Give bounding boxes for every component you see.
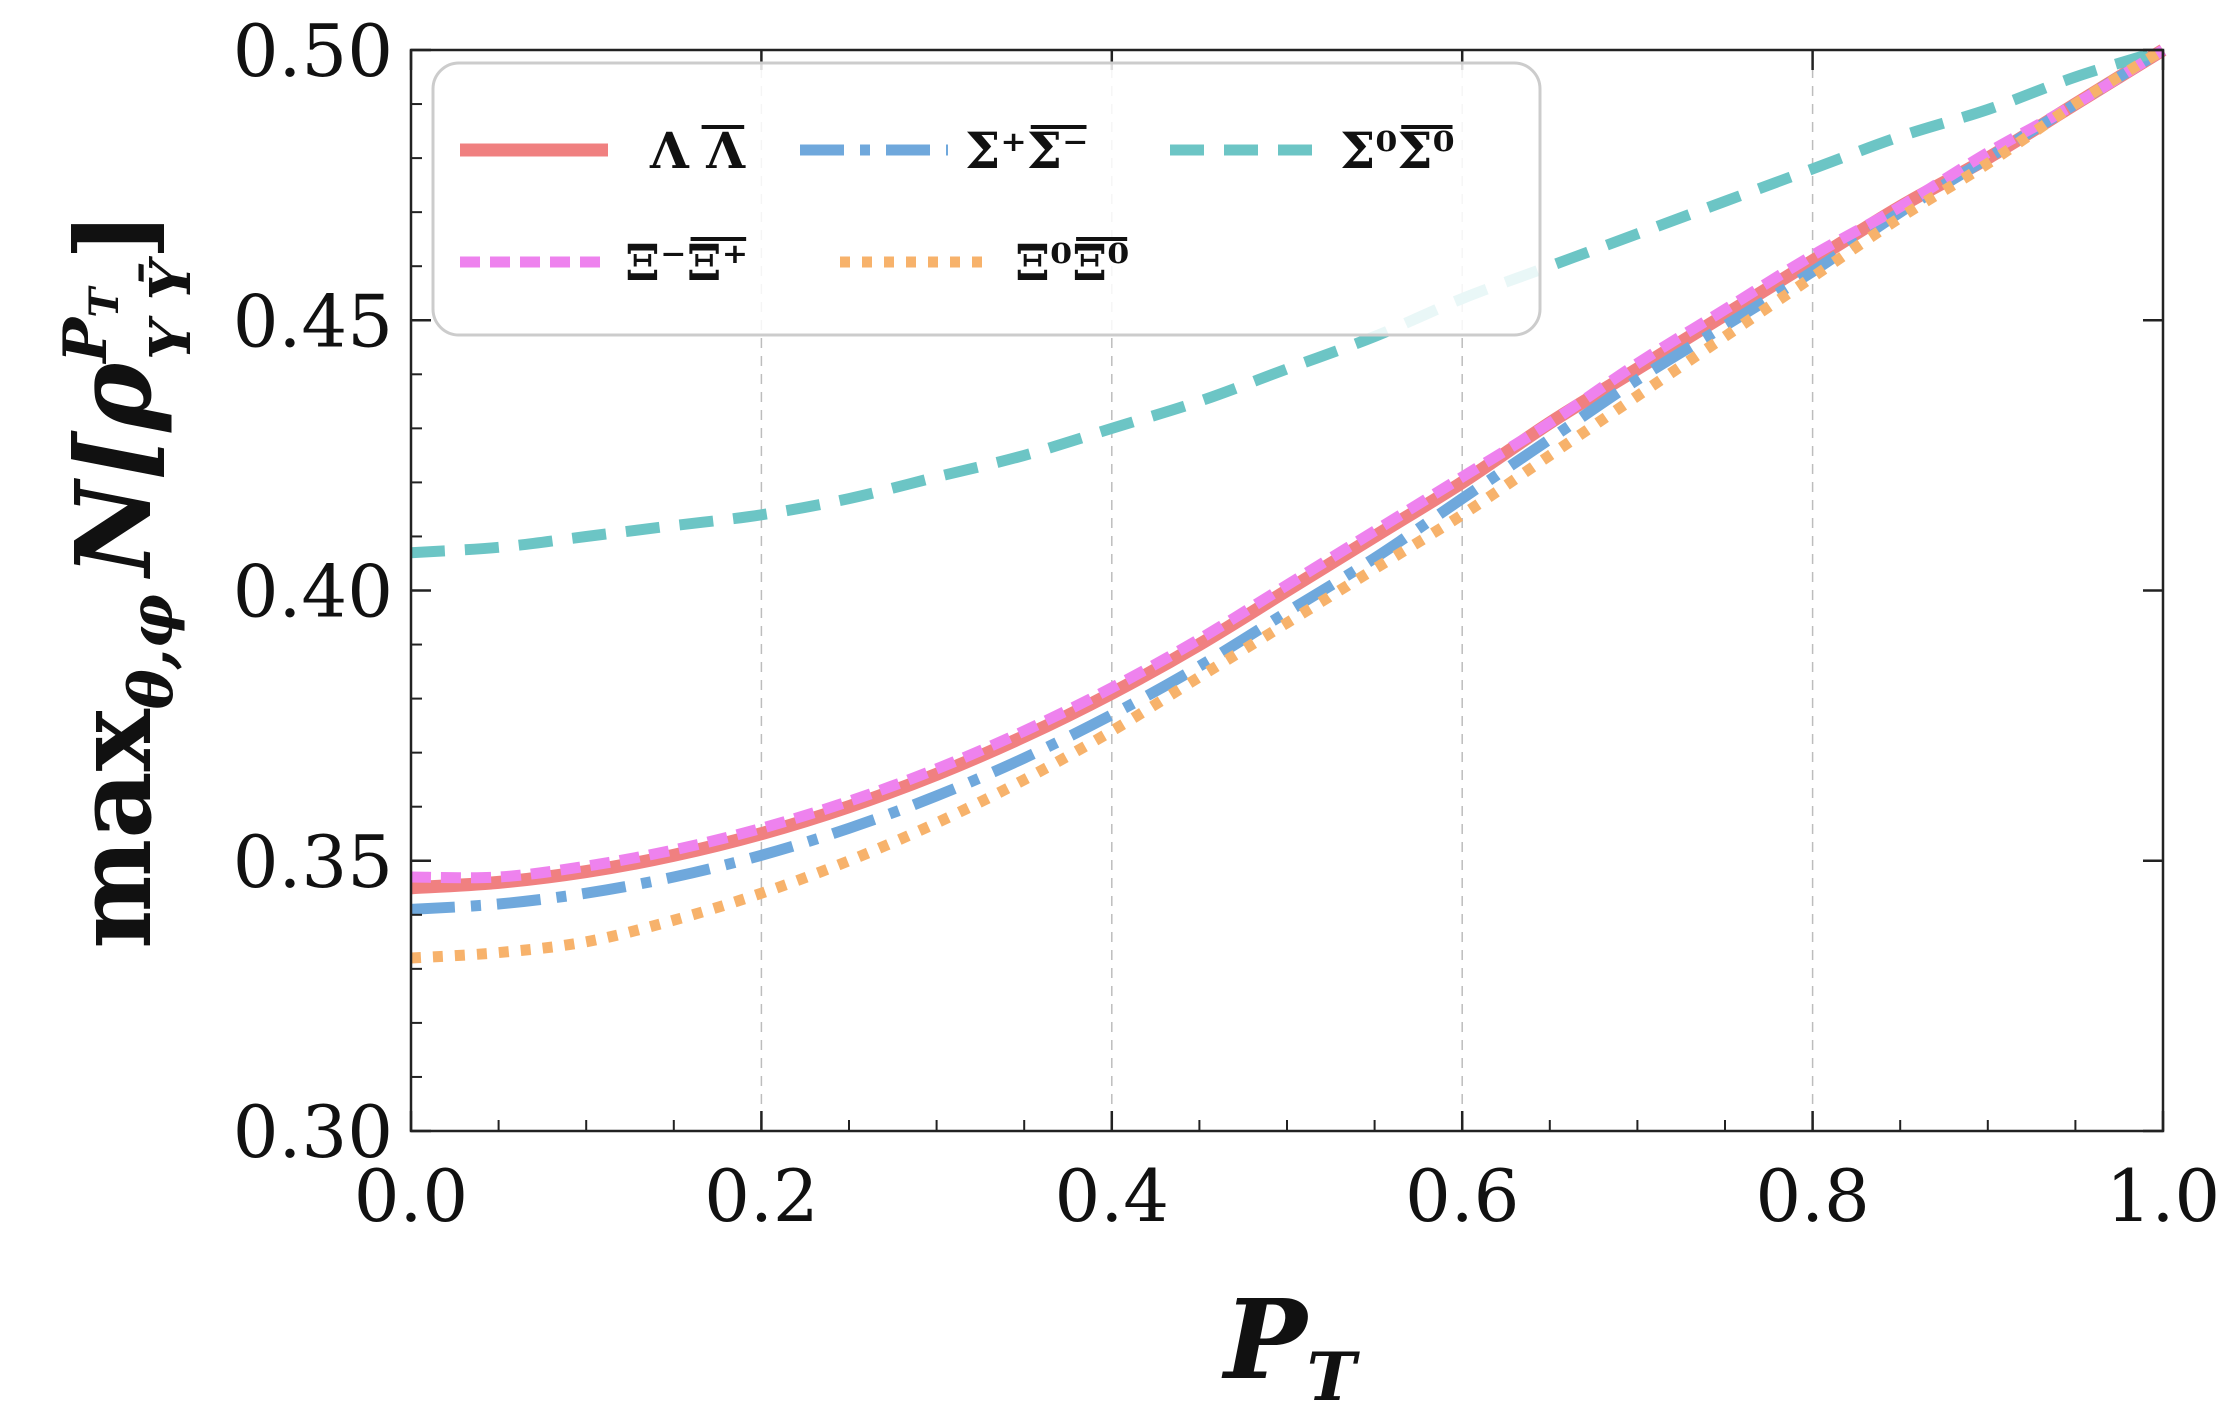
x-tick-label: 0.6 (1405, 1154, 1520, 1238)
y-tick-label: 0.50 (233, 9, 393, 93)
series-line-3 (410, 45, 2166, 884)
x-axis-label-main: P (1221, 1275, 1310, 1404)
y-axis-label-lower: Y Ȳ (138, 255, 204, 359)
series-layer (410, 44, 2167, 964)
x-tick-label: 1.0 (2106, 1154, 2221, 1238)
x-axis-label: PT (1221, 1275, 1361, 1405)
x-tick-label: 0.8 (1755, 1154, 1870, 1238)
legend-label-3: Ξ⁻Ξ⁺ (625, 233, 748, 292)
y-axis-label-supsub: T (81, 285, 128, 318)
y-tick-label: 0.35 (233, 820, 393, 904)
x-axis-label-sub: T (1307, 1338, 1361, 1405)
x-tick-label: 0.0 (354, 1154, 469, 1238)
series-line-4 (410, 45, 2166, 964)
y-axis-label-fn: N[ (52, 430, 175, 579)
series-line-1 (410, 45, 2166, 915)
legend-label-0: Λ Λ (649, 121, 746, 180)
y-tick-label: 0.40 (233, 550, 393, 634)
tick-layer: 0.0 0.2 0.4 0.6 0.8 1.0 0.30 0.35 0.40 0.45 0.50 (233, 9, 2221, 1238)
y-axis-label-close: ] (52, 211, 175, 260)
y-axis-label-rho: ρ (52, 362, 175, 433)
y-tick-label: 0.45 (233, 279, 393, 363)
legend-box (431, 61, 1542, 337)
x-tick-label: 0.2 (704, 1154, 819, 1238)
y-axis-label-sub: θ,φ (117, 594, 187, 709)
legend-label-1: Σ⁺Σ⁻ (965, 121, 1089, 180)
y-axis-label-prefix: max (52, 708, 175, 948)
legend-label-4: Ξ⁰Ξ⁰ (1015, 233, 1129, 292)
y-tick-label: 0.30 (233, 1090, 393, 1174)
legend-label-2: Σ⁰Σ⁰ (1340, 121, 1455, 180)
legend: Λ Λ Σ⁺Σ⁻ Σ⁰Σ⁰ Ξ⁻Ξ⁺ Ξ⁰Ξ⁰ (431, 61, 1542, 337)
x-tick-label: 0.4 (1055, 1154, 1170, 1238)
series-line-2 (410, 44, 2165, 559)
y-axis-label: maxθ,φ N[ρPT Y Ȳ] (51, 211, 204, 949)
y-axis-label-sup: P (51, 316, 121, 365)
